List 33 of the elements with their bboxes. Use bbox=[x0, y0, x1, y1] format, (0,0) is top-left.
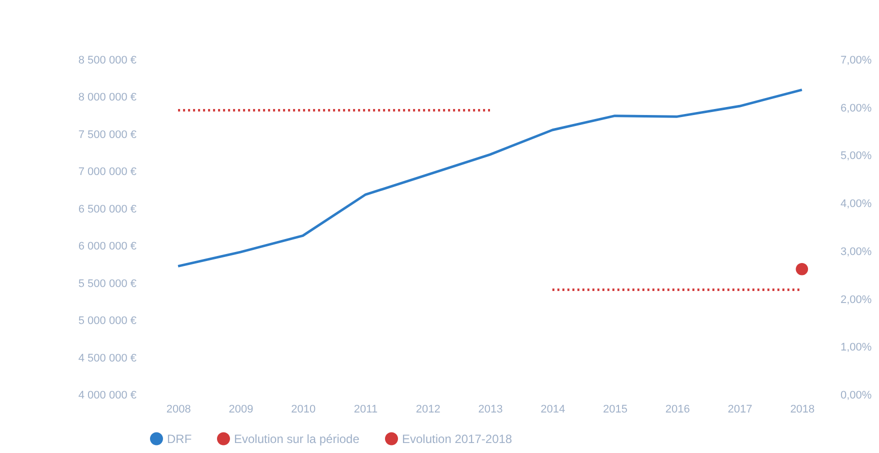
y2-tick-label: 4,00% bbox=[840, 198, 872, 210]
y2-tick-label: 1,00% bbox=[840, 342, 872, 354]
y-tick-label: 4 500 000 € bbox=[78, 352, 136, 364]
x-tick-label: 2008 bbox=[166, 404, 191, 416]
y-tick-label: 5 500 000 € bbox=[78, 278, 136, 290]
y2-tick-label: 3,00% bbox=[840, 246, 872, 258]
y-tick-label: 8 500 000 € bbox=[78, 54, 136, 66]
y2-tick-label: 6,00% bbox=[840, 102, 872, 114]
y2-tick-label: 5,00% bbox=[840, 150, 872, 162]
x-tick-label: 2010 bbox=[291, 404, 316, 416]
y-tick-label: 7 000 000 € bbox=[78, 166, 136, 178]
legend-label: Evolution 2017-2018 bbox=[402, 432, 512, 446]
y-tick-label: 5 000 000 € bbox=[78, 315, 136, 328]
line-series bbox=[176, 88, 804, 268]
y-tick-label: 8 000 000 € bbox=[78, 92, 136, 104]
x-tick-label: 2015 bbox=[603, 404, 628, 416]
x-tick-label: 2011 bbox=[354, 404, 378, 416]
x-tick-label: 2012 bbox=[416, 404, 440, 416]
x-tick-label: 2013 bbox=[478, 404, 503, 416]
legend-label: DRF bbox=[167, 432, 192, 446]
x-tick-label: 2016 bbox=[665, 404, 690, 416]
x-tick-label: 2018 bbox=[790, 404, 815, 416]
y-tick-label: 4 000 000 € bbox=[78, 390, 136, 402]
x-tick-label: 2014 bbox=[540, 404, 566, 416]
y-tick-label: 7 500 000 € bbox=[78, 128, 136, 141]
x-tick-label: 2009 bbox=[228, 404, 254, 416]
x-tick-label: 2017 bbox=[728, 404, 752, 416]
y2-tick-label: 7,00% bbox=[840, 54, 872, 66]
y2-tick-label: 0,00% bbox=[840, 390, 872, 402]
y2-tick-label: 2,00% bbox=[840, 294, 872, 306]
y-tick-label: 6 500 000 € bbox=[78, 203, 136, 216]
y-tick-label: 6 000 000 € bbox=[78, 240, 136, 253]
legend-label: Evolution sur la période bbox=[234, 432, 360, 446]
